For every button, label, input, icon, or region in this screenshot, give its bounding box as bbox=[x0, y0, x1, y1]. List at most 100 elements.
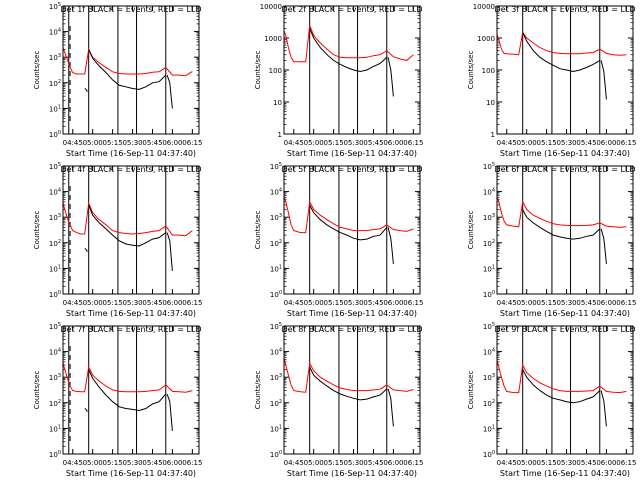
data-series bbox=[522, 32, 607, 100]
x-tick-label: 06:15 bbox=[182, 139, 202, 147]
data-series bbox=[63, 200, 193, 237]
y-tick-label: 100 bbox=[49, 130, 61, 139]
chart-panel: Det 8f BLACK = Events, RED = LLD Counts/s… bbox=[254, 322, 423, 478]
chart-title: Det 8f BLACK = Events, RED = LLD bbox=[281, 325, 422, 334]
data-series bbox=[497, 31, 627, 56]
plot-frame bbox=[62, 325, 200, 455]
x-tick-label: 05:45 bbox=[363, 139, 383, 147]
y-tick-label: 100 bbox=[270, 450, 282, 459]
y-tick-label: 101 bbox=[270, 264, 282, 273]
y-tick-label: 10 bbox=[486, 99, 495, 107]
x-axis-label: Start Time (16-Sep-11 04:37:40) bbox=[66, 469, 196, 478]
y-tick-label: 101 bbox=[49, 104, 61, 113]
data-series bbox=[284, 195, 414, 234]
chart-title: Det 7f BLACK = Events, RED = LLD bbox=[60, 325, 201, 334]
y-tick-label: 104 bbox=[270, 188, 282, 197]
x-axis-label: Start Time (16-Sep-11 04:37:40) bbox=[287, 149, 417, 158]
y-tick-label: 103 bbox=[49, 213, 61, 222]
y-tick-label: 101 bbox=[483, 424, 495, 433]
x-tick-label: 05:00 bbox=[517, 299, 537, 307]
x-tick-label: 05:30 bbox=[343, 299, 363, 307]
y-tick-label: 102 bbox=[270, 399, 282, 408]
data-series bbox=[309, 366, 394, 427]
x-tick-label: 06:15 bbox=[616, 139, 636, 147]
y-axis-label: Counts/sec bbox=[467, 371, 475, 410]
x-axis-label: Start Time (16-Sep-11 04:37:40) bbox=[287, 309, 417, 318]
series-line bbox=[522, 209, 601, 240]
x-tick-label: 06:00 bbox=[596, 139, 616, 147]
series-line bbox=[84, 408, 88, 412]
x-tick-label: 05:15 bbox=[537, 299, 557, 307]
x-tick-label: 04:45 bbox=[284, 459, 304, 467]
y-tick-label: 1 bbox=[491, 131, 495, 139]
series-line bbox=[497, 195, 627, 228]
x-tick-label: 06:00 bbox=[383, 459, 403, 467]
y-tick-label: 101 bbox=[483, 264, 495, 273]
y-tick-label: 100 bbox=[269, 67, 282, 75]
y-tick-label: 104 bbox=[49, 28, 61, 37]
chart-title: Det 3f BLACK = Events, RED = LLD bbox=[494, 5, 635, 14]
y-tick-label: 1 bbox=[278, 131, 282, 139]
x-tick-label: 05:45 bbox=[142, 139, 162, 147]
y-tick-label: 10 bbox=[273, 99, 282, 107]
y-axis-label: Counts/sec bbox=[254, 371, 262, 410]
chart-title: Det 4f BLACK = Events, RED = LLD bbox=[60, 165, 201, 174]
series-line bbox=[309, 28, 388, 73]
x-tick-label: 05:45 bbox=[576, 299, 596, 307]
y-tick-label: 100 bbox=[482, 67, 495, 75]
chart-panel: Det 6f BLACK = Events, RED = LLD Counts/s… bbox=[467, 162, 636, 318]
y-tick-label: 1000 bbox=[477, 35, 495, 43]
y-axis-label: Counts/sec bbox=[33, 211, 41, 250]
y-axis-label: Counts/sec bbox=[254, 211, 262, 250]
data-series bbox=[84, 369, 173, 431]
x-tick-label: 05:00 bbox=[83, 299, 103, 307]
x-tick-label: 05:15 bbox=[103, 459, 123, 467]
series-line bbox=[88, 204, 167, 247]
y-tick-label: 105 bbox=[270, 322, 282, 331]
x-tick-label: 06:15 bbox=[182, 299, 202, 307]
x-axis-label: Start Time (16-Sep-11 04:37:40) bbox=[287, 469, 417, 478]
y-tick-label: 103 bbox=[270, 373, 282, 382]
y-tick-label: 102 bbox=[49, 239, 61, 248]
x-tick-label: 06:15 bbox=[182, 459, 202, 467]
series-line bbox=[63, 46, 193, 77]
chart-panel: Det 7f BLACK = Events, RED = LLD Counts/s… bbox=[33, 322, 202, 478]
chart-panel: Det 1f BLACK = Events, RED = LLD Counts/s… bbox=[33, 2, 202, 158]
data-series bbox=[84, 204, 173, 271]
x-tick-label: 05:30 bbox=[556, 459, 576, 467]
y-tick-label: 101 bbox=[49, 264, 61, 273]
x-axis-label: Start Time (16-Sep-11 04:37:40) bbox=[500, 149, 630, 158]
series-line bbox=[600, 60, 607, 100]
x-tick-label: 05:15 bbox=[537, 139, 557, 147]
y-tick-label: 104 bbox=[49, 188, 61, 197]
x-tick-label: 05:45 bbox=[576, 459, 596, 467]
y-tick-label: 100 bbox=[483, 290, 495, 299]
x-tick-label: 04:45 bbox=[497, 299, 517, 307]
x-tick-label: 05:15 bbox=[324, 299, 344, 307]
series-line bbox=[309, 204, 388, 241]
y-tick-label: 104 bbox=[483, 348, 495, 357]
x-axis-label: Start Time (16-Sep-11 04:37:40) bbox=[66, 149, 196, 158]
chart-panel: Det 4f BLACK = Events, RED = LLD Counts/s… bbox=[33, 162, 202, 318]
y-tick-label: 103 bbox=[49, 53, 61, 62]
plot-frame bbox=[496, 325, 634, 455]
data-series bbox=[284, 355, 414, 393]
y-tick-label: 104 bbox=[270, 348, 282, 357]
x-tick-label: 05:30 bbox=[343, 139, 363, 147]
x-tick-label: 04:45 bbox=[63, 459, 83, 467]
x-tick-label: 06:00 bbox=[596, 299, 616, 307]
data-series bbox=[284, 25, 414, 63]
x-tick-label: 04:45 bbox=[284, 299, 304, 307]
x-tick-label: 06:00 bbox=[162, 299, 182, 307]
data-series bbox=[63, 360, 193, 393]
x-tick-label: 04:45 bbox=[63, 299, 83, 307]
x-tick-label: 05:00 bbox=[304, 459, 324, 467]
x-tick-label: 06:00 bbox=[162, 139, 182, 147]
y-tick-label: 105 bbox=[483, 162, 495, 171]
x-tick-label: 05:15 bbox=[324, 459, 344, 467]
y-tick-label: 103 bbox=[270, 213, 282, 222]
series-line bbox=[497, 31, 627, 56]
x-tick-label: 04:45 bbox=[497, 139, 517, 147]
x-tick-label: 06:00 bbox=[162, 459, 182, 467]
